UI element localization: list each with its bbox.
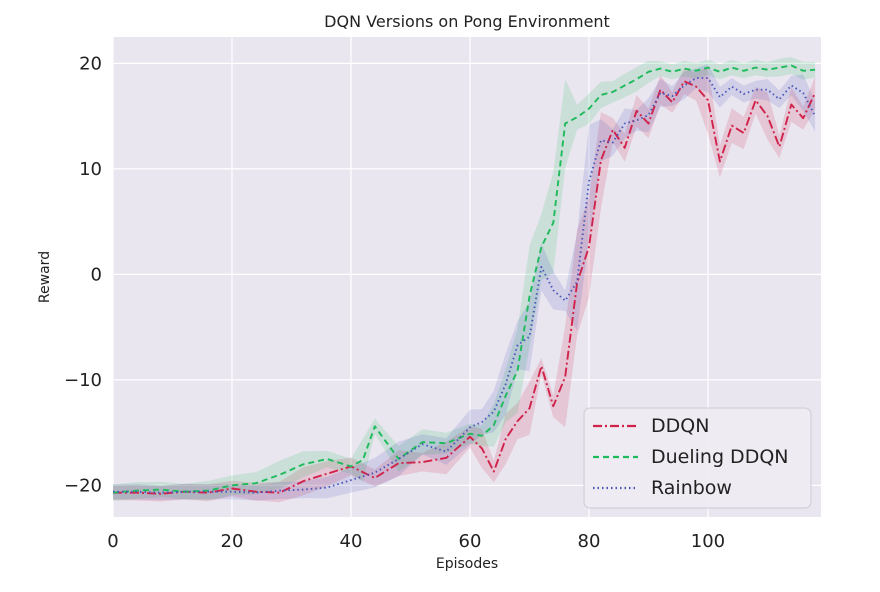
y-tick-label: 20 (79, 53, 102, 74)
legend: DDQN Dueling DDQN Rainbow (583, 407, 812, 509)
y-tick-label: 0 (91, 264, 102, 285)
chart-title: DQN Versions on Pong Environment (324, 12, 610, 31)
y-tick-label: 10 (79, 159, 102, 180)
y-axis-ticks: −20 −10 0 10 20 (64, 53, 102, 496)
x-tick-label: 0 (107, 531, 118, 552)
series-lines (112, 64, 816, 495)
x-axis-ticks: 0 20 40 60 80 100 (107, 531, 725, 552)
legend-label-ddqn: DDQN (651, 415, 709, 437)
legend-label-rainbow: Rainbow (651, 477, 732, 499)
x-tick-label: 100 (691, 531, 725, 552)
y-axis-label: Reward (37, 251, 53, 303)
x-axis-label: Episodes (436, 556, 498, 572)
x-tick-label: 40 (340, 531, 363, 552)
y-tick-label: −10 (64, 370, 102, 391)
series-line-dueling-ddqn (112, 64, 816, 494)
grid-lines (112, 37, 821, 517)
y-tick-label: −20 (64, 475, 102, 496)
series-line-ddqn (113, 80, 816, 495)
series-line-rainbow (113, 77, 816, 494)
legend-label-dueling-ddqn: Dueling DDQN (651, 446, 789, 468)
x-tick-label: 80 (578, 531, 601, 552)
legend-box (583, 407, 812, 509)
x-tick-label: 60 (459, 531, 482, 552)
x-tick-label: 20 (221, 531, 244, 552)
